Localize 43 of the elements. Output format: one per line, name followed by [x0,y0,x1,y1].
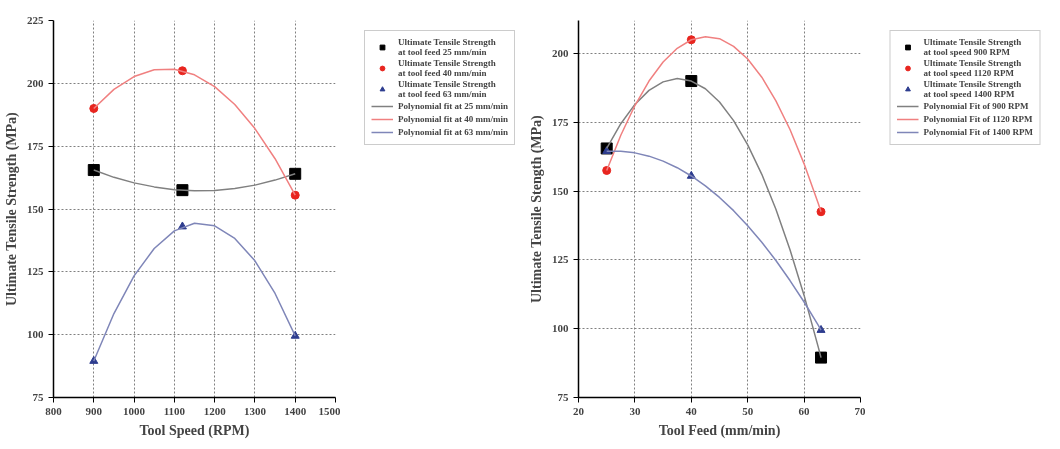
y-tick-label: 75 [557,391,569,403]
y-axis-title: Ultimate Tensile Strength (MPa) [4,111,20,307]
legend-label: Polynomial fit at 63 mm/min [398,127,508,137]
legend-label: Polynomial fit at 40 mm/min [398,114,508,124]
x-axis-title: Tool Feed (mm/min) [658,422,781,439]
y-tick-label: 150 [552,184,569,197]
y-tick-label: 225 [27,14,44,26]
y-tick-label: 100 [27,328,44,341]
y-tick-label: 100 [552,322,569,335]
legend-label: Ultimate Tensile Strength at tool speed 1400 RPM [923,79,1022,99]
y-tick-label: 175 [552,115,569,128]
legend-label: Ultimate Tensile Strength at tool speed 1120 RPM [923,58,1022,78]
x-tick-label: 900 [85,404,103,417]
x-tick-label: 1000 [123,404,146,417]
legend-label: Ultimate Tensile Strength at tool feed 63 mm/min [398,79,496,99]
y-tick-label: 175 [27,139,44,152]
legend-label: Polynomial Fit of 1400 RPM [923,127,1033,137]
x-tick-label: 20 [573,404,585,417]
legend-label: Ultimate Tensile Strength at tool feed 40 mm/min [398,58,496,78]
y-tick-label: 150 [27,202,44,215]
legend-label: Ultimate Tensile Strength at tool feed 25 mm/min [398,37,496,57]
y-tick-label: 200 [552,47,569,60]
x-tick-label: 40 [685,404,698,417]
x-tick-label: 30 [629,404,641,417]
x-tick-label: 60 [798,404,811,417]
y-tick-label: 125 [552,253,569,266]
x-tick-label: 70 [854,404,866,417]
legend-label: Polynomial fit at 25 mm/min [398,101,508,111]
legend-label: Polynomial Fit of 900 RPM [923,101,1029,111]
y-tick-label: 75 [32,391,44,403]
x-tick-label: 800 [45,404,63,417]
x-tick-label: 50 [742,404,754,417]
x-axis-title: Tool Speed (RPM) [139,422,250,439]
x-tick-label: 1500 [318,404,341,417]
x-tick-label: 1200 [203,404,227,417]
x-tick-label: 1300 [243,404,267,417]
y-axis-title: Ultimate Tensile Stength (MPa) [529,114,545,304]
y-tick-label: 125 [27,265,44,278]
y-tick-label: 200 [27,76,44,89]
x-tick-label: 1400 [284,404,307,417]
legend-label: Ultimate Tensile Strength at tool speed 900 RPM [923,37,1022,57]
x-tick-label: 1100 [163,404,186,417]
legend-label: Polynomial Fit of 1120 RPM [923,114,1033,124]
